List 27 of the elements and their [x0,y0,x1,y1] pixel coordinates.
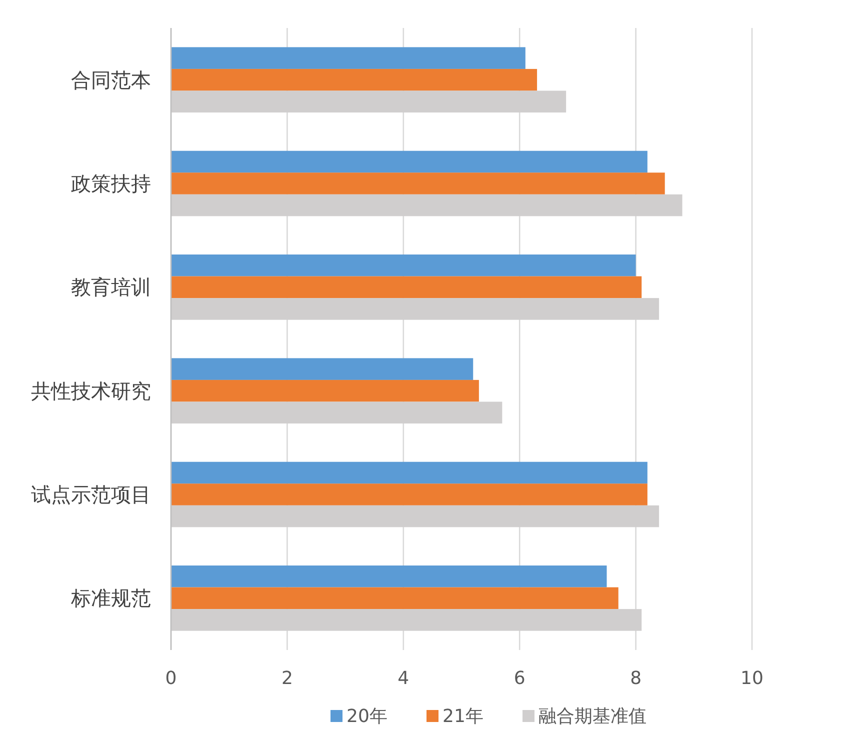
legend-label: 21年 [442,706,484,727]
bar [171,47,526,69]
y-tick-label: 合同范本 [71,68,151,92]
bar [171,276,642,298]
x-tick-label: 10 [740,668,764,689]
y-tick-label: 试点示范项目 [31,482,151,506]
y-tick-label: 政策扶持 [71,172,151,196]
bar [171,68,538,91]
bar [171,566,607,588]
bar [171,150,648,173]
x-tick-label: 4 [398,668,410,689]
y-tick-label: 标准规范 [70,586,151,610]
legend-label: 融合期基准值 [538,706,646,727]
x-tick-label: 0 [165,668,177,689]
y-tick-label: 教育培训 [71,275,151,300]
bar [171,587,618,610]
y-tick-label: 共性技术研究 [31,378,151,403]
x-tick-label: 2 [281,668,293,689]
legend-label: 20年 [346,706,388,727]
x-tick-label: 6 [514,668,526,689]
bar [171,380,479,402]
bar [171,172,665,194]
bar [171,484,648,506]
bar [171,462,648,484]
bar [171,254,636,276]
x-tick-label: 8 [630,668,642,689]
bar [171,358,474,380]
